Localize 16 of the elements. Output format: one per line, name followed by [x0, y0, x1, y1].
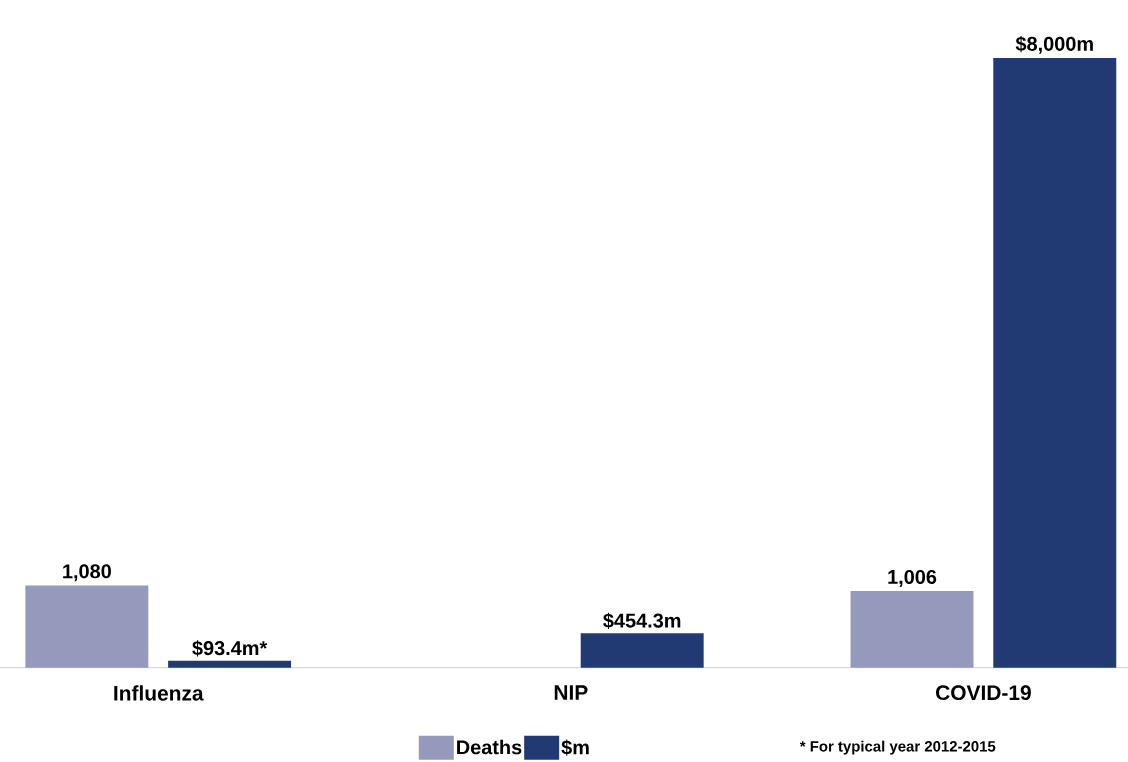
- data-label: $93.4m*: [192, 640, 268, 657]
- x-tick-label: Influenza: [114, 685, 204, 701]
- text: * For typical year 2012-2015: [799, 740, 996, 755]
- legend-label: $m: [561, 739, 589, 756]
- data-label: 1,080: [63, 564, 111, 582]
- bar: [993, 58, 1117, 668]
- x-tick-label: NIP: [554, 685, 588, 700]
- bar: [850, 591, 974, 668]
- data-label: 1,006: [888, 570, 937, 588]
- x-tick-label: COVID-19: [936, 685, 1031, 701]
- data-label: $454.3m: [603, 612, 681, 630]
- bar: [168, 660, 292, 668]
- bar: [25, 585, 149, 668]
- legend-label: Deaths: [457, 739, 522, 755]
- bar: [580, 633, 704, 668]
- data-label: $8,000m: [1015, 36, 1093, 54]
